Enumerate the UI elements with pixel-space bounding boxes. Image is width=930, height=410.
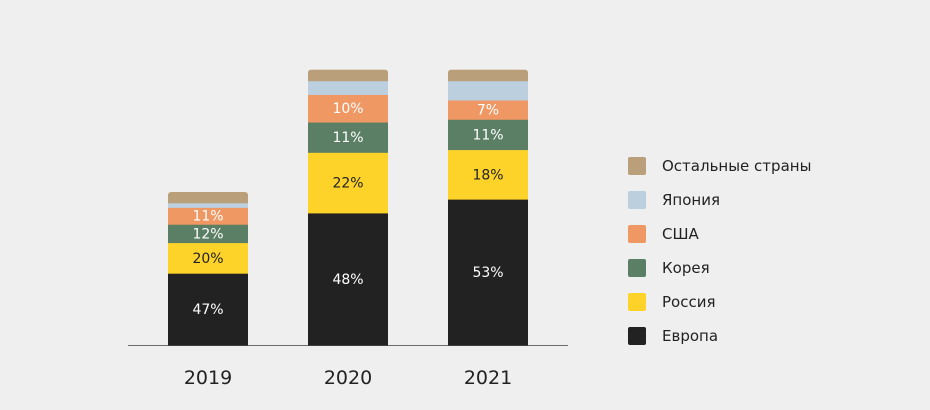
bar-segment-2020-1: [308, 152, 388, 214]
data-label-2019-3: 11%: [192, 209, 223, 225]
legend-label-russia: Россия: [662, 293, 716, 311]
bar-segment-2021-0: [448, 199, 528, 346]
x-tick-label-2021: 2021: [464, 367, 512, 389]
data-label-2021-3: 7%: [477, 103, 499, 119]
legend-label-korea: Корея: [662, 259, 710, 277]
data-label-2020-0: 48%: [332, 272, 363, 288]
legend-swatch-russia: [628, 293, 646, 311]
legend-label-other-countries: Остальные страны: [662, 157, 812, 175]
legend-label-europe: Европа: [662, 327, 719, 345]
bar-segment-2020-3: [308, 94, 388, 123]
x-tick-label-2019: 2019: [184, 367, 232, 389]
bar-segment-2020-5: [308, 69, 388, 82]
bar-segment-2020-2: [308, 121, 388, 153]
legend-label-japan: Япония: [662, 191, 720, 209]
data-label-2021-1: 18%: [472, 167, 503, 183]
legend-label-usa: США: [662, 225, 699, 243]
legend-swatch-other-countries: [628, 157, 646, 175]
bar-segment-2019-5: [168, 192, 248, 204]
bar-2021: [448, 69, 528, 346]
data-label-2021-0: 53%: [472, 265, 503, 281]
legend-swatch-korea: [628, 259, 646, 277]
data-label-2020-1: 22%: [332, 176, 363, 192]
bar-segment-2019-0: [168, 273, 248, 346]
bar-segment-2021-5: [448, 69, 528, 82]
data-label-2019-0: 47%: [192, 302, 223, 318]
bar-segment-2021-1: [448, 149, 528, 200]
legend-swatch-usa: [628, 225, 646, 243]
bar-segment-2021-4: [448, 80, 528, 101]
bar-segment-2020-4: [308, 80, 388, 95]
bar-segment-2019-1: [168, 242, 248, 274]
bar-segment-2021-3: [448, 99, 528, 120]
bar-2019: [168, 192, 248, 346]
bar-segment-2019-4: [168, 202, 248, 208]
bar-segment-2021-2: [448, 119, 528, 151]
data-label-2021-2: 11%: [472, 127, 503, 143]
data-label-2020-3: 10%: [332, 101, 363, 117]
data-label-2019-2: 12%: [192, 226, 223, 242]
bar-segment-2019-3: [168, 207, 248, 225]
legend-swatch-japan: [628, 191, 646, 209]
bar-2020: [308, 69, 388, 346]
legend-swatch-europe: [628, 327, 646, 345]
data-label-2019-1: 20%: [192, 251, 223, 267]
x-tick-label-2020: 2020: [324, 367, 372, 389]
data-label-2020-2: 11%: [332, 130, 363, 146]
bar-segment-2020-0: [308, 212, 388, 346]
bar-segment-2019-2: [168, 224, 248, 244]
